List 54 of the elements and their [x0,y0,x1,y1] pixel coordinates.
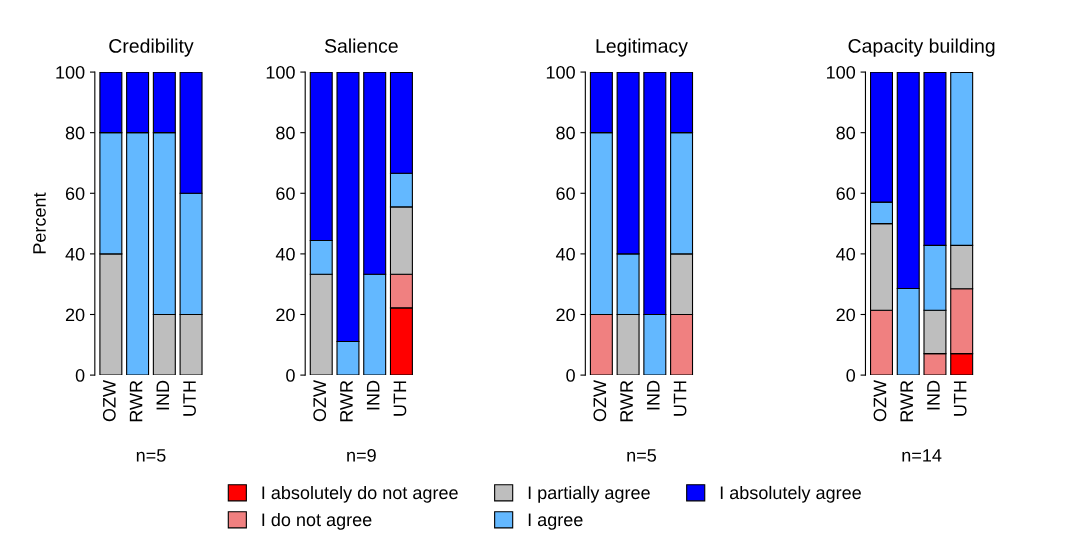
chart-title: Salience [324,38,398,53]
y-tick-label: 60 [65,187,85,200]
y-tick-label: 20 [276,308,295,322]
y-tick-label: 80 [556,126,575,140]
y-tick-label: 40 [275,247,295,261]
x-tick-label: UTH [393,381,407,416]
chart-title: Legitimacy [596,38,688,57]
y-tick-label: 0 [75,369,85,382]
x-tick-label: RWR [129,380,143,422]
text: n=9 [347,448,376,462]
y-tick-label: 20 [65,308,85,322]
y-tick-label: 80 [65,126,85,140]
legend-label: I absolutely do not agree [262,485,458,503]
y-tick-label: 100 [56,66,85,79]
y-tick-label: 100 [266,66,295,79]
text: n=14 [902,449,942,462]
x-tick-label: OZW [873,380,887,422]
legend-label: I partially agree [528,485,650,503]
x-tick-label: OZW [313,380,327,422]
x-tick-label: IND [647,380,660,410]
x-tick-label: RWR [900,380,913,422]
y-tick-label: 60 [556,187,575,200]
y-tick-label: 0 [286,369,295,382]
y-tick-label: 100 [546,66,575,79]
y-tick-label: 20 [556,308,575,322]
y-axis-title: Percent [33,192,46,254]
chart-title: Credibility [109,38,194,57]
y-tick-label: 40 [65,247,85,261]
x-tick-label: UTH [183,381,196,416]
text: n=5 [136,449,166,462]
chart-title: Capacity building [848,38,995,57]
y-tick-label: 60 [276,187,295,200]
y-tick-label: 100 [826,66,856,79]
legend-label: I absolutely agree [720,485,861,503]
x-tick-label: UTH [953,381,967,416]
y-tick-label: 80 [836,126,856,140]
text: n=5 [627,449,657,462]
x-tick-label: OZW [102,380,116,422]
x-tick-label: RWR [340,380,353,422]
x-tick-label: IND [366,380,380,410]
y-tick-label: 0 [846,369,856,382]
y-tick-label: 80 [276,126,295,140]
x-tick-label: RWR [620,380,633,422]
y-tick-label: 60 [836,187,856,200]
x-tick-label: OZW [593,380,607,422]
y-tick-label: 20 [836,308,856,322]
x-tick-label: IND [156,380,169,410]
legend-label: I agree [528,513,583,530]
y-tick-label: 40 [836,247,856,261]
y-tick-label: 40 [555,247,575,261]
x-tick-label: IND [927,380,940,410]
x-tick-label: UTH [673,381,687,416]
y-tick-label: 0 [566,369,575,382]
legend-label: I do not agree [262,512,372,530]
